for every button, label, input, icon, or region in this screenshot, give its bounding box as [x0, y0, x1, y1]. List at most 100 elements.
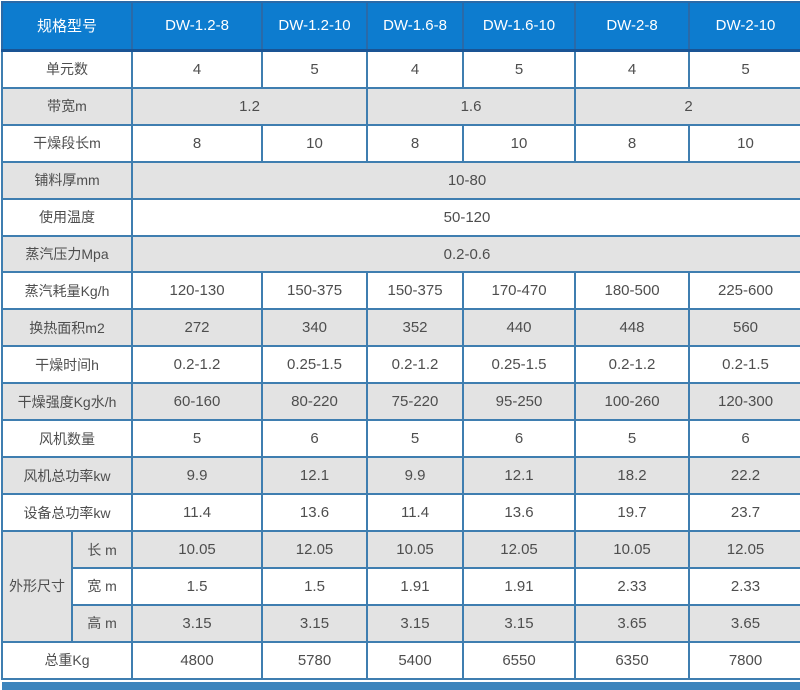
row-total-weight: 总重Kg 4800 5780 5400 6550 6350 7800	[0, 640, 800, 681]
row-label-belt-width: 带宽m	[0, 86, 134, 126]
row-dim-length: 外形尺寸 长 m 10.05 12.05 10.05 12.05 10.05 1…	[1, 530, 800, 643]
cell: 340	[261, 308, 369, 348]
cell: 10	[688, 123, 800, 163]
cell-merged: 1.2	[131, 86, 369, 126]
row-operating-temp: 使用温度 50-120	[0, 197, 800, 237]
row-drying-time: 干燥时间h 0.2-1.2 0.25-1.5 0.2-1.2 0.25-1.5 …	[0, 345, 800, 385]
cell: 7800	[688, 640, 800, 681]
row-label-material-thickness: 铺料厚mm	[0, 160, 134, 200]
cell: 19.7	[574, 493, 691, 533]
header-model: DW-2-8	[574, 1, 691, 52]
row-belt-width: 带宽m 1.2 1.6 2	[0, 86, 800, 126]
cell: 60-160	[131, 382, 264, 422]
cell: 150-375	[261, 271, 369, 311]
row-label-drying-length: 干燥段长m	[0, 123, 134, 163]
cell: 12.1	[462, 456, 577, 496]
cell: 75-220	[366, 382, 465, 422]
cell: 0.2-1.2	[574, 345, 691, 385]
row-label-dim-width: 宽 m	[70, 566, 134, 606]
cell: 9.9	[366, 456, 465, 496]
cell: 18.2	[574, 456, 691, 496]
row-material-thickness: 铺料厚mm 10-80	[0, 160, 800, 200]
row-label-dimensions: 外形尺寸	[1, 530, 73, 643]
row-total-power: 设备总功率kw 11.4 13.6 11.4 13.6 19.7 23.7	[0, 493, 800, 533]
cell: 11.4	[366, 493, 465, 533]
cell: 95-250	[462, 382, 577, 422]
cell: 80-220	[261, 382, 369, 422]
cell: 10.05	[131, 530, 264, 569]
cell: 12.05	[261, 530, 369, 569]
cell: 100-260	[574, 382, 691, 422]
row-steam-consumption: 蒸汽耗量Kg/h 120-130 150-375 150-375 170-470…	[0, 271, 800, 311]
row-steam-pressure: 蒸汽压力Mpa 0.2-0.6	[0, 234, 800, 274]
cell: 0.25-1.5	[462, 345, 577, 385]
row-fan-power: 风机总功率kw 9.9 12.1 9.9 12.1 18.2 22.2	[0, 456, 800, 496]
cell: 22.2	[688, 456, 800, 496]
cell: 0.25-1.5	[261, 345, 369, 385]
row-label-dim-height: 高 m	[70, 603, 134, 643]
cell: 8	[131, 123, 264, 163]
row-label-unit-count: 单元数	[0, 49, 134, 89]
row-label-heat-area: 换热面积m2	[0, 308, 134, 348]
cell: 5	[131, 419, 264, 459]
cell: 3.15	[131, 603, 264, 643]
cell: 448	[574, 308, 691, 348]
header-model: DW-2-10	[688, 1, 800, 52]
header-label: 规格型号	[0, 1, 134, 52]
cell: 560	[688, 308, 800, 348]
row-label-operating-temp: 使用温度	[0, 197, 134, 237]
cell: 4800	[131, 640, 264, 681]
cell: 3.65	[688, 603, 800, 643]
cell: 5	[462, 49, 577, 89]
row-drying-length: 干燥段长m 8 10 8 10 8 10	[0, 123, 800, 163]
cell: 6	[261, 419, 369, 459]
cell: 4	[131, 49, 264, 89]
cell: 5	[688, 49, 800, 89]
row-drying-intensity: 干燥强度Kg水/h 60-160 80-220 75-220 95-250 10…	[0, 382, 800, 422]
cell: 23.7	[688, 493, 800, 533]
cell: 225-600	[688, 271, 800, 311]
row-dim-height: 高 m 3.15 3.15 3.15 3.15 3.65 3.65	[2, 603, 800, 643]
cell: 10	[462, 123, 577, 163]
cell: 5	[261, 49, 369, 89]
row-fan-count: 风机数量 5 6 5 6 5 6	[0, 419, 800, 459]
cell: 12.1	[261, 456, 369, 496]
row-label-total-power: 设备总功率kw	[0, 493, 134, 533]
cell: 0.2-1.2	[131, 345, 264, 385]
header-model: DW-1.6-8	[366, 1, 465, 52]
row-unit-count: 单元数 4 5 4 5 4 5	[0, 49, 800, 89]
row-label-dim-length: 长 m	[70, 530, 134, 569]
cell: 10.05	[366, 530, 465, 569]
cell: 4	[574, 49, 691, 89]
cell: 0.2-1.2	[366, 345, 465, 385]
cell-merged: 1.6	[366, 86, 577, 126]
cell: 3.15	[366, 603, 465, 643]
cell: 1.91	[366, 566, 465, 606]
row-label-drying-intensity: 干燥强度Kg水/h	[0, 382, 134, 422]
cell: 5780	[261, 640, 369, 681]
cell: 3.65	[574, 603, 691, 643]
row-label-fan-count: 风机数量	[0, 419, 134, 459]
cell: 2.33	[574, 566, 691, 606]
row-label-drying-time: 干燥时间h	[0, 345, 134, 385]
cell: 170-470	[462, 271, 577, 311]
row-dim-width: 宽 m 1.5 1.5 1.91 1.91 2.33 2.33	[2, 566, 800, 606]
cell: 5	[366, 419, 465, 459]
cell: 8	[574, 123, 691, 163]
header-model: DW-1.6-10	[462, 1, 577, 52]
row-label-total-weight: 总重Kg	[0, 640, 134, 681]
cell: 11.4	[131, 493, 264, 533]
cell: 13.6	[261, 493, 369, 533]
row-label-steam-consumption: 蒸汽耗量Kg/h	[0, 271, 134, 311]
cell: 3.15	[462, 603, 577, 643]
cell: 120-300	[688, 382, 800, 422]
cell: 180-500	[574, 271, 691, 311]
cell: 150-375	[366, 271, 465, 311]
cell: 352	[366, 308, 465, 348]
cell: 6550	[462, 640, 577, 681]
cell: 6350	[574, 640, 691, 681]
cell: 3.15	[261, 603, 369, 643]
cell: 13.6	[462, 493, 577, 533]
